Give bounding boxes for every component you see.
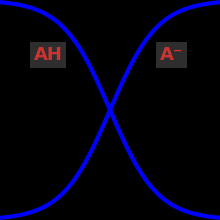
- Text: A⁻: A⁻: [160, 46, 183, 64]
- Text: AH: AH: [34, 46, 63, 64]
